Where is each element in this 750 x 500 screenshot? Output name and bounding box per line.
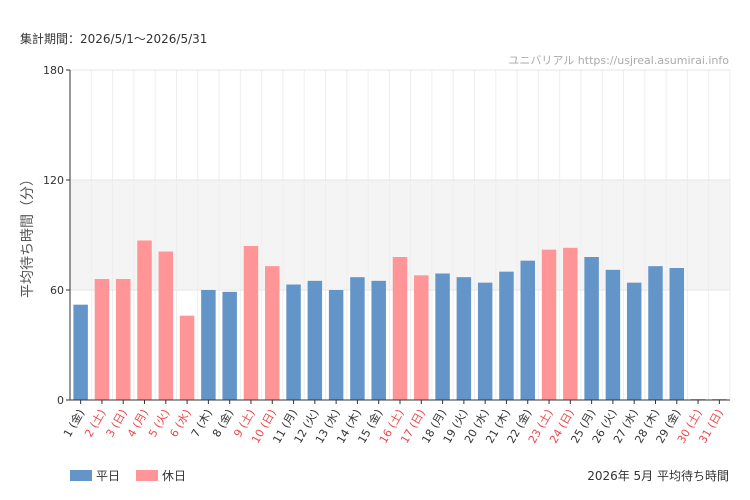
bar xyxy=(179,315,195,400)
bar xyxy=(605,269,621,400)
bar xyxy=(456,277,472,400)
legend: 平日 休日 xyxy=(70,467,186,484)
bar xyxy=(648,266,663,400)
bar xyxy=(669,268,685,400)
watermark: ユニバリアル https://usjreal.asumirai.info xyxy=(508,54,729,67)
bar xyxy=(73,304,88,400)
bar xyxy=(137,240,152,400)
bar xyxy=(201,290,216,400)
y-tick-label: 120 xyxy=(43,174,64,187)
bar xyxy=(414,275,429,400)
bar xyxy=(584,257,599,400)
chart-caption: 2026年 5月 平均待ち時間 xyxy=(587,469,729,483)
bar xyxy=(328,290,344,400)
bar xyxy=(307,280,323,400)
y-tick-label: 0 xyxy=(57,394,64,407)
period-label: 集計期間：2026/5/1〜2026/5/31 xyxy=(20,32,208,46)
bar xyxy=(435,273,450,400)
bar xyxy=(371,280,386,400)
bar xyxy=(520,260,535,400)
bar xyxy=(265,266,280,400)
bar xyxy=(286,284,301,400)
legend-weekday-swatch xyxy=(70,470,92,481)
legend-holiday-swatch xyxy=(136,470,159,481)
bar xyxy=(477,282,493,400)
y-tick-label: 180 xyxy=(43,64,64,77)
bar xyxy=(158,251,174,400)
bar xyxy=(222,291,237,400)
bar xyxy=(563,247,578,400)
bar xyxy=(350,277,365,400)
bar xyxy=(499,271,514,400)
bar xyxy=(94,279,110,400)
bar xyxy=(243,246,259,400)
legend-weekday-label: 平日 xyxy=(96,469,121,483)
bar xyxy=(541,249,557,400)
y-axis-label: 平均待ち時間（分） xyxy=(20,172,36,298)
bar xyxy=(115,279,131,400)
y-tick-label: 60 xyxy=(50,284,64,297)
bar xyxy=(392,257,408,400)
legend-holiday-label: 休日 xyxy=(162,469,187,483)
bar xyxy=(626,282,642,400)
